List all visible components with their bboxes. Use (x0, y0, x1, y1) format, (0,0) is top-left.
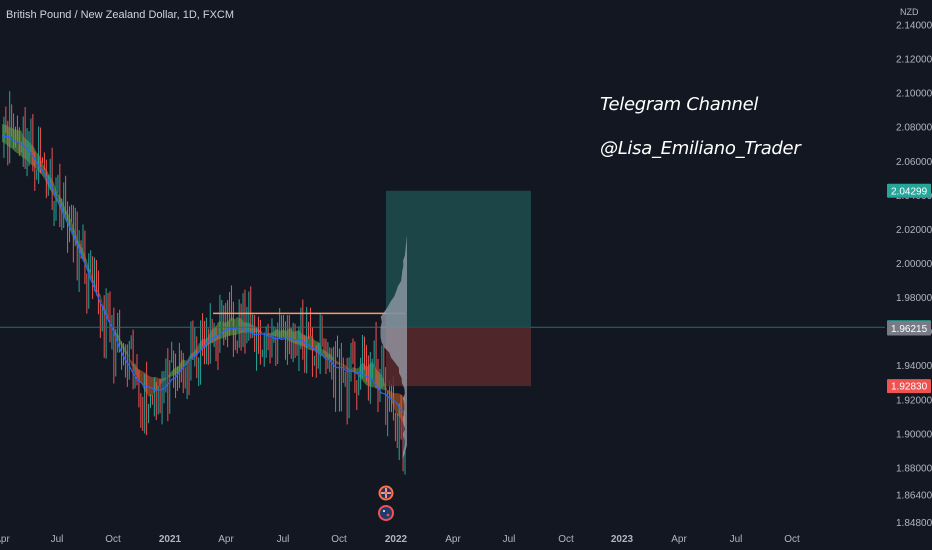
time-axis[interactable]: Apr Jul Oct 2021 Apr Jul Oct 2022 Apr Jul Oct 2023 A… (0, 528, 885, 550)
cloud-segment (148, 375, 151, 397)
price-tag (887, 321, 931, 336)
price-tag-label: 1.96215 (891, 324, 928, 335)
time-tick-label: Jul (277, 534, 290, 545)
candlesticks (3, 91, 406, 475)
time-tick-label: 2021 (159, 534, 182, 545)
time-tick-label: 2022 (385, 534, 408, 545)
price-tag (887, 183, 931, 198)
price-tick-label: 1.94000 (896, 361, 932, 372)
time-tick-label: Jul (730, 534, 743, 545)
time-tick-label: Apr (671, 534, 687, 545)
price-axis[interactable]: 2.140002.120002.100002.080002.060002.040… (885, 0, 932, 528)
cloud-segment (100, 294, 103, 305)
price-tick-label: 2.14000 (896, 21, 932, 32)
price-tick-label: 2.06000 (896, 157, 932, 168)
currency-label: NZD (900, 7, 919, 17)
target-zone (386, 190, 531, 328)
price-tick-label: 2.10000 (896, 89, 932, 100)
price-tick-label: 1.86400 (896, 491, 932, 502)
cloud-segment (395, 393, 398, 416)
time-tick-label: Jul (51, 534, 64, 545)
time-tick-label: Apr (445, 534, 461, 545)
time-tick-label: 2023 (611, 534, 634, 545)
price-tick-label: 2.08000 (896, 123, 932, 134)
price-tick-label: 2.02000 (896, 225, 932, 236)
price-tag-label: 1.92830 (891, 382, 928, 393)
cloud-segment (356, 367, 359, 377)
price-tick-label: 1.98000 (896, 293, 932, 304)
price-chart[interactable] (0, 0, 885, 528)
volume-profile (380, 235, 407, 460)
time-tick-label: Apr (0, 534, 10, 545)
event-flag-nz[interactable] (378, 505, 394, 521)
symbol-title[interactable]: British Pound / New Zealand Dollar, 1D, … (6, 9, 235, 21)
price-tick-label: 1.84800 (896, 518, 932, 528)
time-tick-label: Oct (784, 534, 800, 545)
time-tick-label: Oct (331, 534, 347, 545)
price-tag-label: 2.04299 (891, 186, 928, 197)
ichimoku-cloud (2, 124, 405, 429)
time-tick-label: Apr (218, 534, 234, 545)
price-tick-label: 2.00000 (896, 259, 932, 270)
price-tick-label: 1.88000 (896, 463, 932, 474)
annotation-handle: @Lisa_Emiliano_Trader (600, 138, 801, 159)
price-tick-label: 1.92000 (896, 395, 932, 406)
price-tick-label: 2.12000 (896, 55, 932, 66)
moving-average-line (1, 135, 406, 415)
price-tag (887, 379, 931, 394)
annotation-telegram: Telegram Channel (600, 94, 759, 115)
event-flag-uk[interactable] (378, 485, 394, 501)
stop-zone (386, 327, 531, 387)
cloud-segment (150, 376, 153, 397)
time-tick-label: Oct (558, 534, 574, 545)
price-tick-label: 1.90000 (896, 429, 932, 440)
time-tick-label: Oct (105, 534, 121, 545)
time-tick-label: Jul (503, 534, 516, 545)
